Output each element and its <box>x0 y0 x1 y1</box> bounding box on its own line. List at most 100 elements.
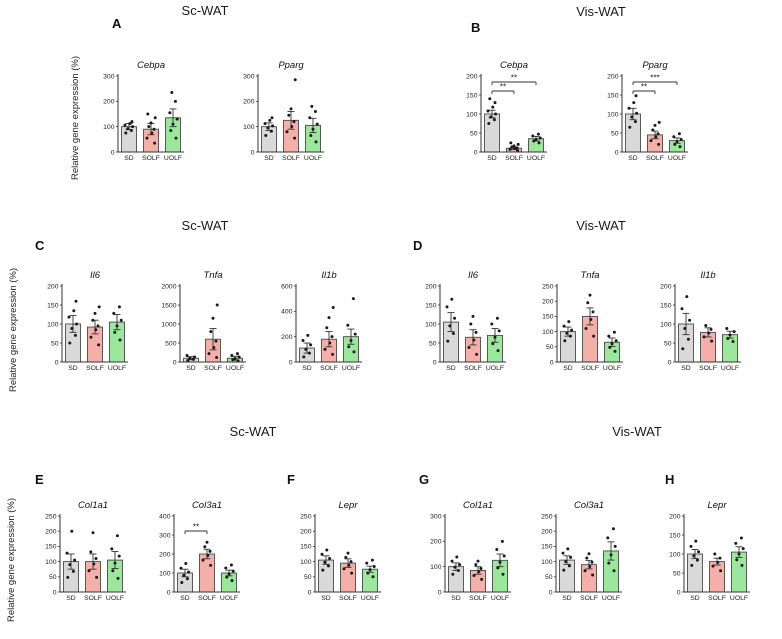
data-point <box>188 356 192 360</box>
data-point <box>323 347 327 351</box>
data-point <box>292 120 296 124</box>
data-point <box>649 139 653 143</box>
data-point <box>351 297 355 301</box>
chart-title: Il1b <box>321 270 336 281</box>
data-point <box>91 531 95 535</box>
x-label-SOLF: SOLF <box>580 595 598 602</box>
panel-letter-h: H <box>665 472 675 487</box>
chart-title: Tnfa <box>580 270 599 281</box>
data-point <box>450 559 454 563</box>
data-point <box>509 141 513 145</box>
chart-title: Il1b <box>700 270 715 281</box>
y-tick-label: 50 <box>304 574 312 581</box>
data-point <box>726 336 730 340</box>
x-label-SOLF: SOLF <box>464 365 482 372</box>
data-point <box>592 334 596 338</box>
y-tick-label: 50 <box>470 130 478 137</box>
sig-label: *** <box>650 74 659 83</box>
y-tick-label: 50 <box>49 574 57 581</box>
x-label-SOLF: SOLF <box>86 365 104 372</box>
y-tick-label: 0 <box>55 359 59 366</box>
chart-title: Tnfa <box>203 270 222 281</box>
data-point <box>501 572 505 576</box>
x-label-UOLF: UOLF <box>304 155 322 162</box>
data-point <box>589 317 593 321</box>
data-point <box>225 575 229 579</box>
data-point <box>65 551 69 555</box>
y-tick-label: 100 <box>45 559 57 566</box>
data-point <box>493 101 497 105</box>
data-point <box>456 568 460 572</box>
data-point <box>179 566 183 570</box>
y-tick-label: 0 <box>289 359 293 366</box>
x-label-SD: SD <box>180 595 190 602</box>
data-point <box>697 550 701 554</box>
data-point <box>731 339 735 343</box>
data-point <box>512 144 516 148</box>
data-point <box>480 577 484 581</box>
data-point <box>207 352 211 356</box>
data-point <box>129 128 133 132</box>
data-point <box>680 307 684 311</box>
y-tick-label: 150 <box>47 302 59 309</box>
y-tick-label: 1000 <box>161 321 176 328</box>
chart-c-il1b: Il1b 0 200 400 600 SD SOLF UOLF <box>262 268 372 390</box>
data-point <box>685 295 689 299</box>
data-point <box>588 564 592 568</box>
data-point <box>453 316 457 320</box>
data-point <box>487 122 491 125</box>
data-point <box>453 565 457 569</box>
chart-title: Lepr <box>338 500 358 511</box>
data-point <box>532 139 536 143</box>
data-point <box>371 575 375 579</box>
data-point <box>741 547 745 551</box>
y-tick-label: 0 <box>615 149 619 156</box>
chart-d-tnfa: Tnfa 0 50 100 150 200 250 SD SOLF UOLF <box>523 268 633 390</box>
data-point <box>515 146 519 150</box>
data-point <box>710 339 714 343</box>
data-point <box>124 131 128 135</box>
chart-svg-G_Col1a1: Col1a1 0 100 200 300 SD SOLF UOLF <box>430 500 511 602</box>
data-point <box>313 109 317 113</box>
data-point <box>734 541 738 545</box>
data-point <box>117 305 121 309</box>
data-point <box>113 330 117 334</box>
data-point <box>152 127 156 131</box>
chart-e-col1a1: Col1a1 0 50 100 150 200 250 SD SOLF UOLF <box>26 498 136 620</box>
data-point <box>191 357 195 361</box>
data-point <box>73 333 77 337</box>
data-point <box>531 134 535 138</box>
data-point <box>563 339 567 343</box>
data-point <box>651 128 655 132</box>
data-point <box>561 551 565 555</box>
data-point <box>185 577 189 581</box>
data-point <box>342 567 346 571</box>
data-point <box>206 554 210 558</box>
data-point <box>94 328 98 332</box>
chart-title: Pparg <box>278 60 304 71</box>
y-tick-label: 100 <box>466 111 478 118</box>
y-tick-label: 200 <box>243 99 255 106</box>
data-point <box>116 576 120 580</box>
data-point <box>566 547 570 551</box>
data-point <box>510 145 514 149</box>
data-point <box>686 337 690 341</box>
data-point <box>681 347 685 351</box>
y-tick-label: 0 <box>433 359 437 366</box>
y-axis-label-row3: Relative gene expression (%) <box>6 497 17 623</box>
x-label-UOLF: UOLF <box>220 595 238 602</box>
data-point <box>70 327 74 331</box>
data-point <box>91 318 95 322</box>
data-point <box>71 569 75 573</box>
x-label-SD: SD <box>124 155 134 162</box>
data-point <box>474 563 478 567</box>
section-title-scwat-row1: Sc-WAT <box>181 3 229 18</box>
data-point <box>472 574 476 578</box>
data-point <box>180 581 184 584</box>
data-point <box>368 568 372 572</box>
data-point <box>586 301 590 305</box>
chart-g-col3a1: Col3a1 0 50 100 150 200 250 SD SOLF UOLF <box>522 498 632 620</box>
data-point <box>224 566 228 570</box>
data-point <box>186 358 190 362</box>
data-point <box>472 338 476 342</box>
